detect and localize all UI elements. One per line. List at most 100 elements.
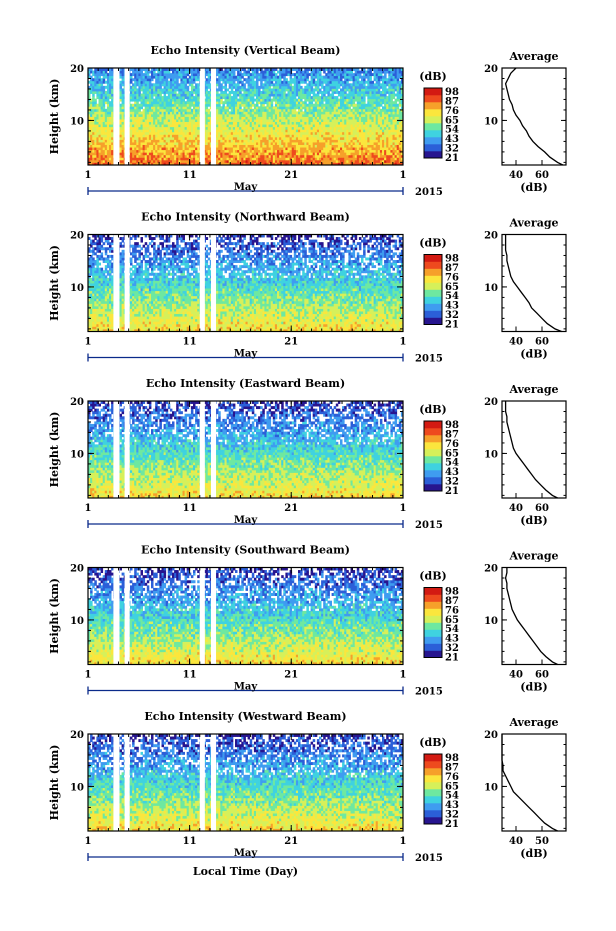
heatmap-cell xyxy=(388,134,391,138)
heatmap-cell xyxy=(251,131,255,135)
heatmap-cell xyxy=(100,144,104,148)
heatmap-cell xyxy=(291,144,295,148)
heatmap-cell xyxy=(228,93,232,97)
heatmap-cell xyxy=(361,119,364,122)
heatmap-cell xyxy=(310,134,314,138)
heatmap-cell xyxy=(159,113,162,117)
heatmap-cell xyxy=(109,154,112,158)
heatmap-cell xyxy=(337,139,341,143)
heatmap-cell xyxy=(302,149,305,153)
heatmap-cell xyxy=(249,159,253,163)
heatmap-cell xyxy=(182,116,185,120)
heatmap-cell xyxy=(161,144,164,148)
heatmap-cell xyxy=(392,111,395,115)
heatmap-cell xyxy=(205,152,209,156)
heatmap-cell xyxy=(230,111,234,115)
heatmap-cell xyxy=(388,124,391,128)
heatmap-cell xyxy=(165,103,169,107)
heatmap-cell xyxy=(251,144,255,148)
heatmap-cell xyxy=(207,116,211,120)
heatmap-cell xyxy=(316,119,320,122)
heatmap-cell xyxy=(348,162,351,166)
heatmap-cell xyxy=(272,147,276,151)
heatmap-cell xyxy=(268,139,272,143)
heatmap-cell xyxy=(247,154,251,158)
heatmap-cell xyxy=(151,131,154,135)
heatmap-cell xyxy=(235,162,238,166)
heatmap-cell xyxy=(300,108,303,112)
heatmap-cell xyxy=(277,106,280,110)
heatmap-cell xyxy=(100,83,104,87)
heatmap-cell xyxy=(167,157,171,161)
heatmap-cell xyxy=(153,126,156,130)
heatmap-cell xyxy=(235,113,238,117)
heatmap-cell xyxy=(94,136,97,140)
heatmap-cell xyxy=(235,139,238,143)
heatmap-cell xyxy=(136,129,139,133)
heatmap-cell xyxy=(98,106,101,110)
heatmap-cell xyxy=(392,116,395,120)
heatmap-cell xyxy=(232,121,236,125)
heatmap-cell xyxy=(293,147,297,151)
heatmap-cell xyxy=(136,152,139,156)
heatmap-cell xyxy=(398,152,402,156)
heatmap-cell xyxy=(243,83,246,87)
heatmap-cell xyxy=(232,124,236,128)
heatmap-cell xyxy=(151,152,154,156)
heatmap-cell xyxy=(321,144,324,148)
heatmap-cell xyxy=(386,131,389,135)
heatmap-cell xyxy=(264,111,267,115)
heatmap-cell xyxy=(151,149,154,153)
heatmap-cell xyxy=(224,134,227,138)
heatmap-cell xyxy=(369,116,372,120)
heatmap-cell xyxy=(306,113,309,117)
heatmap-cell xyxy=(272,121,276,125)
heatmap-cell xyxy=(308,162,311,166)
heatmap-cell xyxy=(207,131,211,135)
heatmap-cell xyxy=(306,119,309,122)
heatmap-cell xyxy=(100,129,104,133)
heatmap-cell xyxy=(356,162,360,166)
heatmap-cell xyxy=(308,108,311,112)
heatmap-cell xyxy=(224,144,227,148)
heatmap-cell xyxy=(247,116,251,120)
heatmap-cell xyxy=(243,121,246,125)
heatmap-cell xyxy=(220,121,223,125)
heatmap-cell xyxy=(285,147,288,151)
heatmap-cell xyxy=(245,147,248,151)
heatmap-cell xyxy=(190,116,194,120)
heatmap-cell xyxy=(239,108,242,112)
heatmap-cell xyxy=(119,144,122,148)
heatmap-cell xyxy=(228,159,232,163)
heatmap-cell xyxy=(392,96,395,100)
heatmap-cell xyxy=(146,124,150,128)
heatmap-cell xyxy=(277,162,280,166)
heatmap-cell xyxy=(287,154,290,158)
heatmap-cell xyxy=(304,136,307,140)
heatmap-cell xyxy=(102,121,106,125)
heatmap-cell xyxy=(176,111,179,115)
heatmap-cell xyxy=(134,85,137,89)
heatmap-cell xyxy=(308,129,311,133)
heatmap-cell xyxy=(98,139,101,143)
heatmap-cell xyxy=(268,116,272,120)
heatmap-cell xyxy=(232,116,236,120)
heatmap-cell xyxy=(274,136,278,140)
heatmap-cell xyxy=(272,134,276,138)
heatmap-cell xyxy=(340,139,343,143)
heatmap-cell xyxy=(293,126,297,130)
heatmap-cell xyxy=(272,119,276,122)
heatmap-cell xyxy=(319,134,322,138)
heatmap-cell xyxy=(138,106,141,110)
heatmap-cell xyxy=(375,134,379,138)
heatmap-cell xyxy=(138,113,141,117)
heatmap-cell xyxy=(109,108,112,112)
heatmap-cell xyxy=(94,103,97,107)
heatmap-cell xyxy=(94,111,97,115)
heatmap-cell xyxy=(398,162,402,166)
heatmap-cell xyxy=(316,136,320,140)
heatmap-cell xyxy=(356,129,360,133)
heatmap-cell xyxy=(377,119,381,122)
heatmap-cell xyxy=(281,113,284,117)
heatmap-cell xyxy=(100,154,104,158)
